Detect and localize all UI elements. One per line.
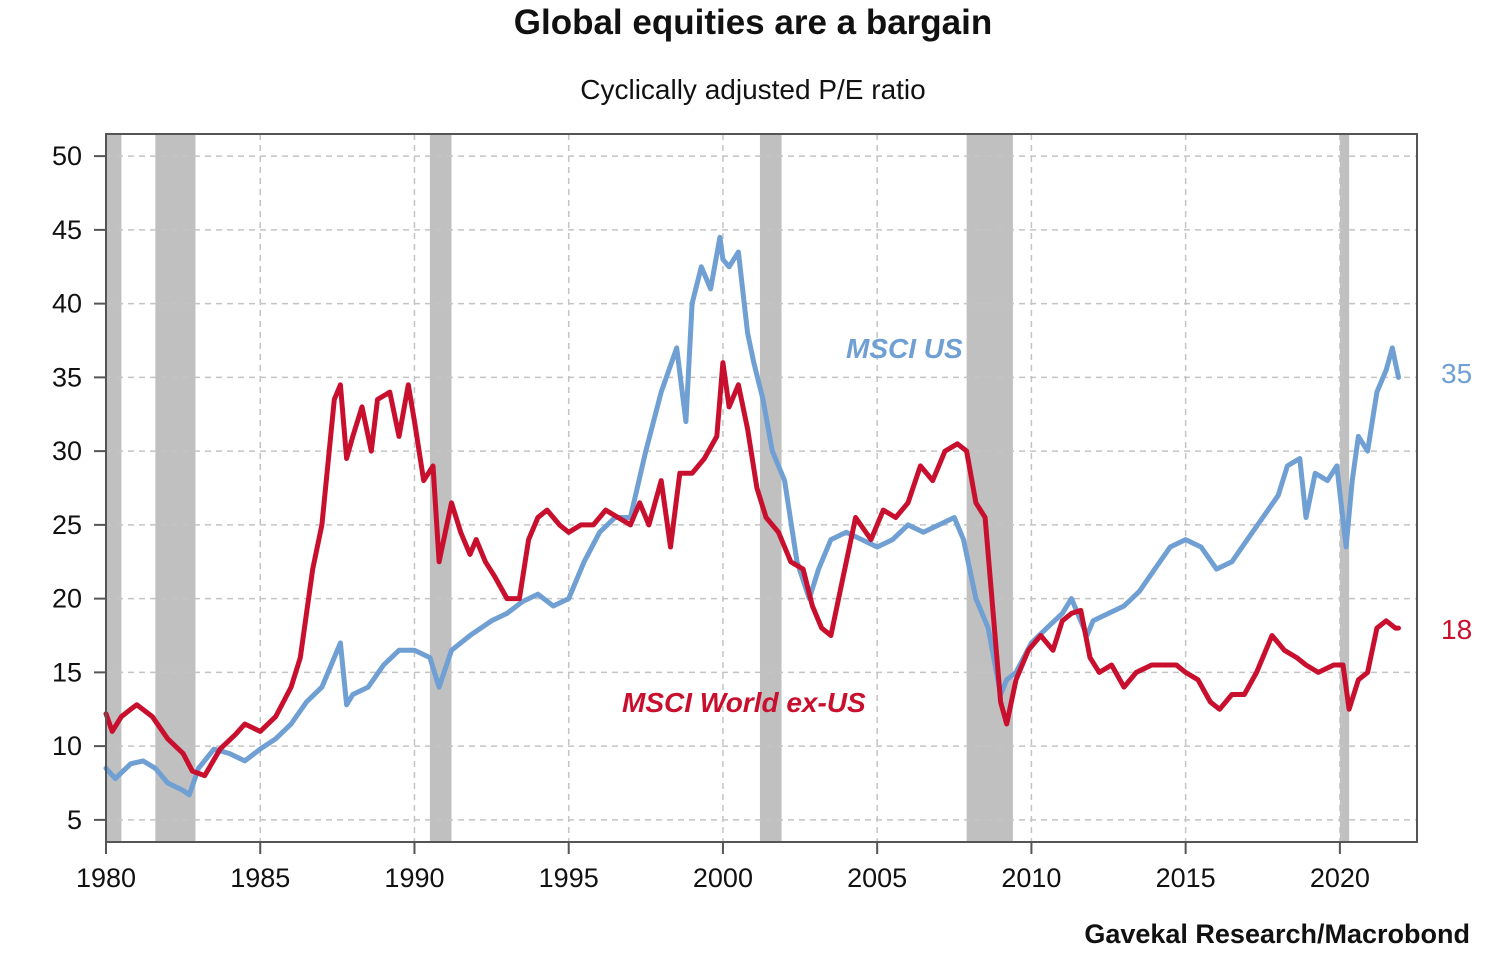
tick-label-y-50: 50 — [52, 141, 82, 171]
tick-label-y-25: 25 — [52, 510, 82, 540]
chart-source: Gavekal Research/Macrobond — [1084, 919, 1470, 949]
gridlines — [105, 134, 1417, 842]
recession-band-0 — [106, 134, 122, 842]
tick-label-x-2010: 2010 — [1001, 863, 1061, 893]
end-value-msci-world-ex-us: 18 — [1441, 614, 1472, 645]
tick-label-y-10: 10 — [52, 731, 82, 761]
tick-label-x-1980: 1980 — [76, 863, 136, 893]
tick-label-y-40: 40 — [52, 289, 82, 319]
series-label-msci-us: MSCI US — [846, 333, 963, 364]
tick-label-y-5: 5 — [67, 805, 82, 835]
tick-label-y-30: 30 — [52, 436, 82, 466]
tick-label-y-20: 20 — [52, 584, 82, 614]
end-value-msci-us: 35 — [1441, 358, 1472, 389]
series-line-msci-us — [103, 234, 1401, 798]
tick-label-y-15: 15 — [52, 657, 82, 687]
series-line-msci-world-ex-us — [103, 360, 1401, 779]
tick-label-y-35: 35 — [52, 362, 82, 392]
tick-label-x-1995: 1995 — [539, 863, 599, 893]
tick-label-x-2005: 2005 — [847, 863, 907, 893]
recession-bands — [106, 134, 1350, 842]
axes: 5 10 15 20 25 30 35 40 45 50 1980 1985 1990 1995 2000 2… — [52, 141, 1370, 893]
recession-band-3 — [759, 134, 782, 842]
tick-label-x-2000: 2000 — [693, 863, 753, 893]
chart-title: Global equities are a bargain — [513, 3, 993, 42]
recession-band-5 — [1339, 134, 1350, 842]
tick-label-x-2015: 2015 — [1156, 863, 1216, 893]
recession-band-1 — [155, 134, 196, 842]
series-label-msci-world-ex-us: MSCI World ex-US — [622, 687, 866, 718]
tick-label-x-1985: 1985 — [230, 863, 290, 893]
plot-frame — [105, 133, 1418, 843]
tick-label-x-2020: 2020 — [1310, 863, 1370, 893]
tick-label-x-1990: 1990 — [384, 863, 444, 893]
chart-subtitle: Cyclically adjusted P/E ratio — [580, 74, 926, 105]
tick-label-y-45: 45 — [52, 215, 82, 245]
series-lines — [103, 234, 1401, 798]
